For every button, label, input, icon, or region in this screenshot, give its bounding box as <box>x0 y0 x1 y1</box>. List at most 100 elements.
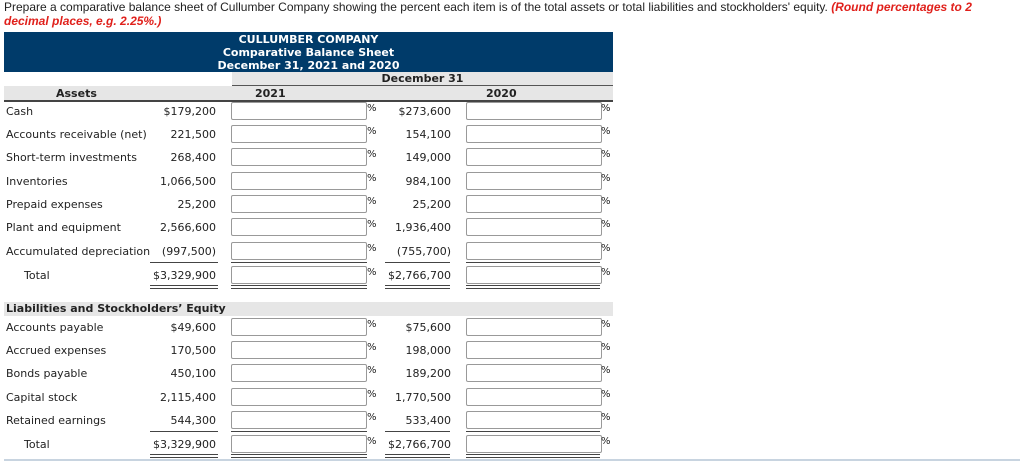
percent-sign: % <box>601 267 611 278</box>
amount-2020: 25,200 <box>412 198 452 211</box>
percent-2020-input[interactable] <box>466 318 602 336</box>
underline <box>231 262 367 263</box>
amount-2020: 198,000 <box>405 344 452 357</box>
percent-sign: % <box>367 412 377 423</box>
amount-2020: 533,400 <box>405 414 452 427</box>
amount-2021: 2,566,600 <box>160 221 216 234</box>
instructions-text: Prepare a comparative balance sheet of C… <box>4 0 828 14</box>
percent-sign: % <box>601 173 611 184</box>
percent-2020-input[interactable] <box>466 125 602 143</box>
percent-2021-input[interactable] <box>231 341 367 359</box>
percent-sign: % <box>367 436 377 447</box>
percent-2021-input[interactable] <box>231 435 367 453</box>
percent-2020-input[interactable] <box>466 341 602 359</box>
row-label: Short-term investments <box>6 151 137 164</box>
percent-sign: % <box>367 126 377 137</box>
divider <box>4 459 1020 461</box>
percent-2020-input[interactable] <box>466 102 602 120</box>
statement-header: CULLUMBER COMPANY Comparative Balance Sh… <box>4 32 613 72</box>
percent-2020-input[interactable] <box>466 435 602 453</box>
percent-sign: % <box>367 196 377 207</box>
amount-2021: 170,500 <box>170 344 217 357</box>
double-underline <box>231 285 367 289</box>
percent-2021-input[interactable] <box>231 218 367 236</box>
percent-2020-input[interactable] <box>466 364 602 382</box>
table-row: Total $3,329,900% $2,766,700% <box>0 266 620 286</box>
percent-2020-input[interactable] <box>466 195 602 213</box>
amount-2020: 984,100 <box>405 175 452 188</box>
percent-2020-input[interactable] <box>466 266 602 284</box>
amount-2020: 149,000 <box>405 151 452 164</box>
row-label: Accounts payable <box>6 321 104 334</box>
percent-sign: % <box>367 149 377 160</box>
col-2020: 2020 <box>486 87 517 100</box>
percent-2021-input[interactable] <box>231 125 367 143</box>
amount-2020: $273,600 <box>398 105 452 118</box>
table-row: Capital stock 2,115,400% 1,770,500% <box>0 388 620 408</box>
underline <box>466 262 600 263</box>
percent-sign: % <box>601 243 611 254</box>
percent-2021-input[interactable] <box>231 172 367 190</box>
amount-2021: 1,066,500 <box>160 175 216 188</box>
assets-heading: Assets <box>56 87 97 100</box>
percent-2020-input[interactable] <box>466 148 602 166</box>
row-label: Accrued expenses <box>6 344 107 357</box>
table-row: Retained earnings 544,300% 533,400% <box>0 411 620 431</box>
percent-sign: % <box>367 243 377 254</box>
percent-2020-input[interactable] <box>466 388 602 406</box>
percent-sign: % <box>367 342 377 353</box>
row-label: Capital stock <box>6 391 78 404</box>
percent-2020-input[interactable] <box>466 218 602 236</box>
percent-sign: % <box>367 365 377 376</box>
percent-sign: % <box>601 342 611 353</box>
percent-2021-input[interactable] <box>231 266 367 284</box>
amount-2020: $75,600 <box>405 321 452 334</box>
table-row: Accounts receivable (net) 221,500% 154,100… <box>0 125 620 145</box>
table-row: Plant and equipment 2,566,600% 1,936,400% <box>0 218 620 238</box>
column-header-row: Assets 2021 2020 <box>4 86 613 102</box>
double-underline <box>150 454 218 458</box>
double-underline <box>231 454 367 458</box>
percent-2021-input[interactable] <box>231 195 367 213</box>
amount-2020: 154,100 <box>405 128 452 141</box>
percent-sign: % <box>367 173 377 184</box>
percent-2021-input[interactable] <box>231 388 367 406</box>
percent-sign: % <box>367 103 377 114</box>
percent-2021-input[interactable] <box>231 318 367 336</box>
amount-2020: 1,936,400 <box>395 221 451 234</box>
double-underline <box>150 285 218 289</box>
percent-sign: % <box>601 389 611 400</box>
table-row: Prepaid expenses 25,200% 25,200% <box>0 195 620 215</box>
amount-2020: 189,200 <box>405 367 452 380</box>
instructions-emphasis-2: decimal places, e.g. 2.25%.) <box>4 14 162 28</box>
percent-sign: % <box>601 412 611 423</box>
liabilities-heading: Liabilities and Stockholders’ Equity <box>4 302 613 316</box>
instructions-emphasis: (Round percentages to 2 <box>831 0 972 14</box>
percent-2020-input[interactable] <box>466 242 602 260</box>
row-label: Total <box>24 269 50 282</box>
percent-sign: % <box>367 319 377 330</box>
double-underline <box>466 454 600 458</box>
table-row: Short-term investments 268,400% 149,000% <box>0 148 620 168</box>
amount-2020: $2,766,700 <box>388 438 451 451</box>
double-underline <box>385 454 450 458</box>
percent-2021-input[interactable] <box>231 364 367 382</box>
percent-2021-input[interactable] <box>231 411 367 429</box>
underline <box>385 431 450 432</box>
percent-2021-input[interactable] <box>231 148 367 166</box>
percent-2021-input[interactable] <box>231 102 367 120</box>
percent-2020-input[interactable] <box>466 411 602 429</box>
table-row: Accounts payable $49,600% $75,600% <box>0 318 620 338</box>
percent-2020-input[interactable] <box>466 172 602 190</box>
double-underline <box>385 285 450 289</box>
table-row: Total $3,329,900% $2,766,700% <box>0 435 620 455</box>
amount-2020: 1,770,500 <box>395 391 451 404</box>
percent-2021-input[interactable] <box>231 242 367 260</box>
row-label: Total <box>24 438 50 451</box>
row-label: Bonds payable <box>6 367 88 380</box>
amount-2021: $49,600 <box>170 321 217 334</box>
percent-sign: % <box>601 103 611 114</box>
row-label: Accounts receivable (net) <box>6 128 147 141</box>
underline <box>466 431 600 432</box>
row-label: Inventories <box>6 175 68 188</box>
